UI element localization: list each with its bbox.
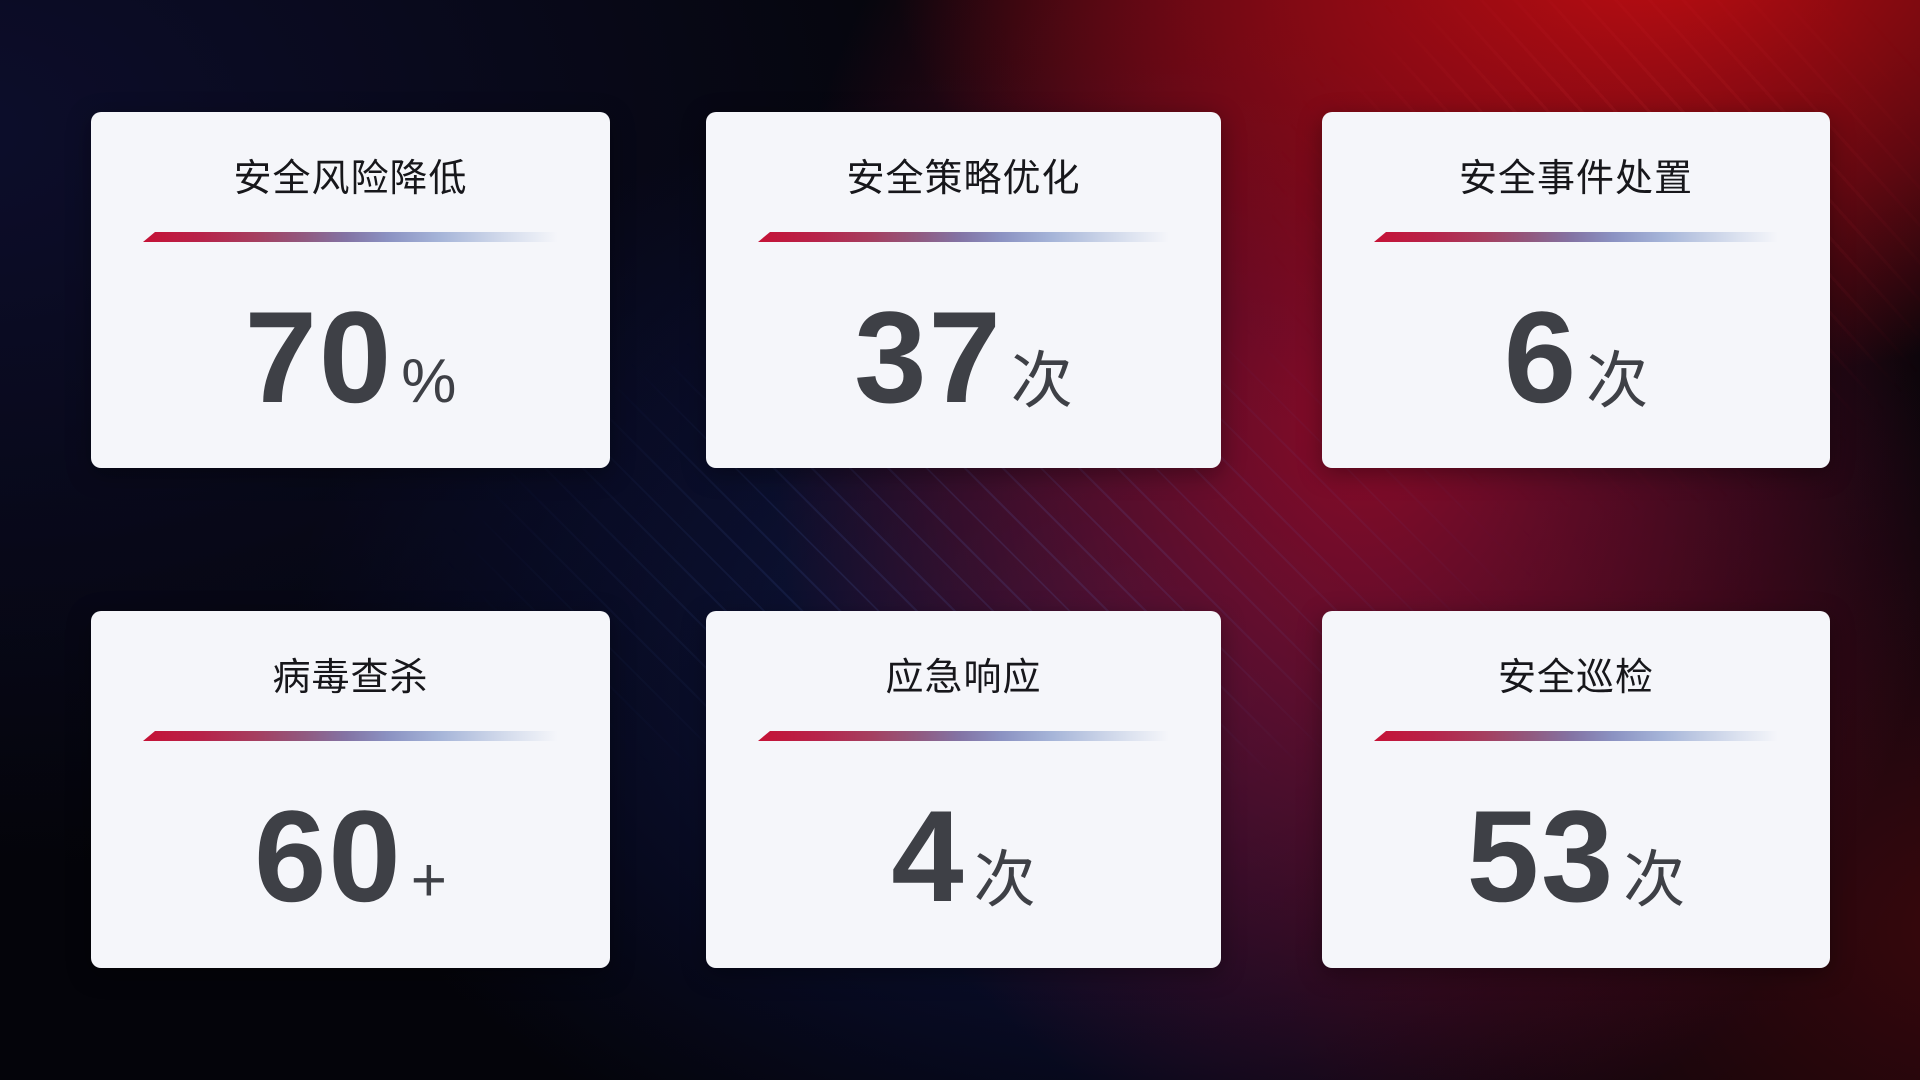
gradient-divider — [758, 731, 1177, 741]
card-title: 安全巡检 — [1497, 657, 1654, 699]
card-title: 安全风险降低 — [233, 158, 468, 200]
stat-value: 4 — [891, 783, 966, 929]
stat-group: 53 次 — [1322, 791, 1830, 921]
stat-card-security-inspection: 安全巡检 53 次 — [1322, 611, 1830, 968]
stat-value: 53 — [1466, 783, 1616, 929]
gradient-divider — [758, 232, 1177, 242]
card-title: 应急响应 — [885, 657, 1042, 699]
stat-group: 70 % — [91, 292, 610, 422]
stat-card-risk-reduction: 安全风险降低 70 % — [91, 112, 610, 468]
stat-unit: 次 — [973, 846, 1036, 915]
stat-group: 37 次 — [706, 292, 1221, 422]
stat-unit: % — [401, 347, 457, 416]
stat-card-emergency-response: 应急响应 4 次 — [706, 611, 1221, 968]
stat-card-virus-scan: 病毒查杀 60 + — [91, 611, 610, 968]
stat-unit: + — [410, 846, 447, 915]
card-title: 病毒查杀 — [272, 657, 429, 699]
stat-value: 60 — [254, 783, 403, 929]
stat-value: 6 — [1503, 284, 1579, 430]
stat-group: 4 次 — [706, 791, 1221, 921]
gradient-divider — [1374, 731, 1786, 741]
card-title: 安全事件处置 — [1458, 158, 1693, 200]
stat-card-policy-optimization: 安全策略优化 37 次 — [706, 112, 1221, 468]
stat-card-incident-handling: 安全事件处置 6 次 — [1322, 112, 1830, 468]
stat-value: 37 — [854, 284, 1003, 430]
card-title: 安全策略优化 — [846, 158, 1081, 200]
gradient-divider — [1374, 232, 1786, 242]
gradient-divider — [143, 731, 566, 741]
gradient-divider — [143, 232, 566, 242]
stat-unit: 次 — [1623, 846, 1686, 915]
stat-group: 6 次 — [1322, 292, 1830, 422]
stat-unit: 次 — [1586, 347, 1649, 416]
stat-group: 60 + — [91, 791, 610, 921]
stat-value: 70 — [244, 284, 394, 430]
stat-unit: 次 — [1010, 347, 1073, 416]
